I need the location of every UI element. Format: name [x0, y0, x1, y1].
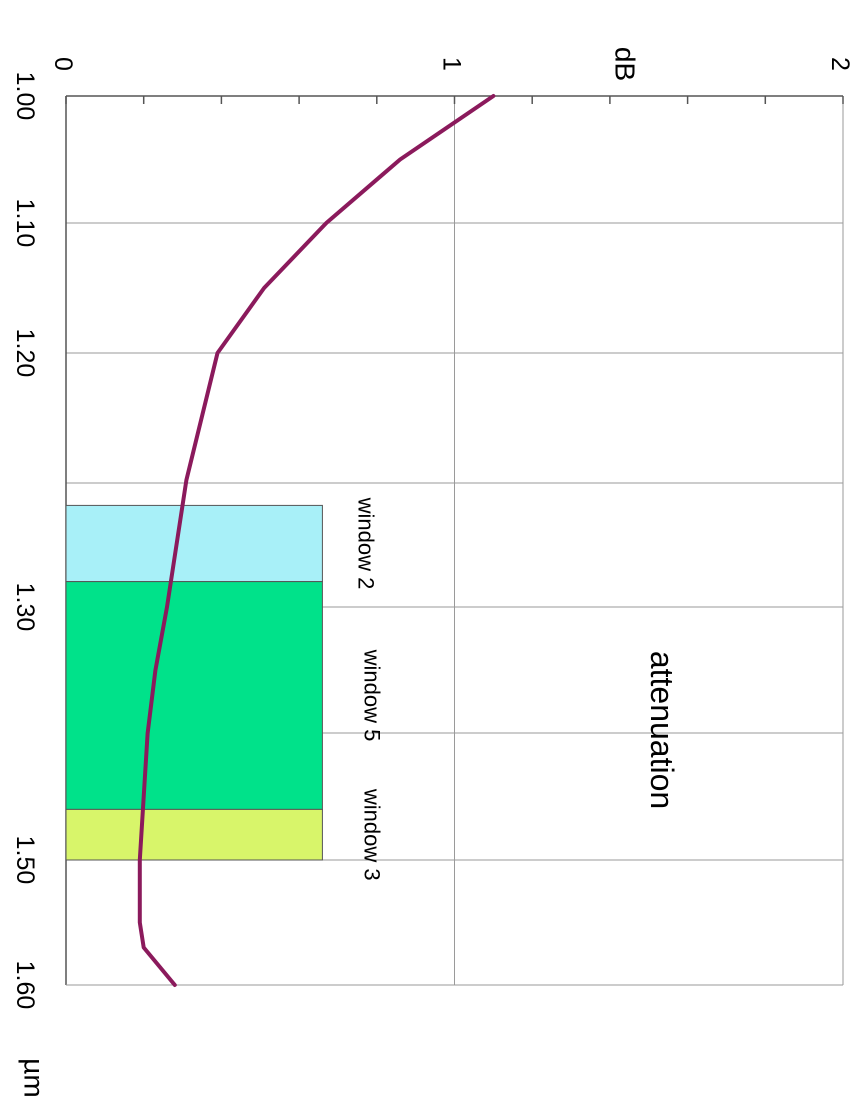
x-tick-label-5: 1.60 [11, 961, 39, 1010]
window-rect-0 [65, 504, 323, 583]
x-tick-label-1: 1.10 [11, 199, 39, 248]
window-label-1: window 5 [360, 649, 385, 742]
chart-title: attenuation [644, 651, 680, 809]
attenuation-curve-0 [137, 94, 496, 987]
x-axis-title: µm [19, 1058, 50, 1097]
y-axis-title: dB [610, 47, 641, 81]
window-label-0: window 2 [354, 497, 379, 590]
y-tick-label-1: 1 [438, 57, 466, 71]
x-tick-label-0: 1.00 [11, 72, 39, 121]
labels-group: 1.00 1.10 1.20 1.30 1.50 1.60 0 1 2 dB µm attenuati… [11, 47, 854, 1098]
axes [65, 95, 844, 104]
window-label-2: window 3 [360, 788, 385, 881]
x-tick-label-2: 1.20 [11, 329, 39, 378]
window-rect-2 [65, 808, 323, 861]
window-rect-1 [65, 581, 323, 810]
x-tick-label-3: 1.30 [11, 583, 39, 632]
transmission-windows [65, 504, 323, 861]
x-tick-label-4: 1.50 [11, 836, 39, 885]
y-tick-label-0: 0 [49, 57, 77, 71]
y-tick-label-2: 2 [826, 57, 854, 71]
series-group [137, 94, 496, 987]
